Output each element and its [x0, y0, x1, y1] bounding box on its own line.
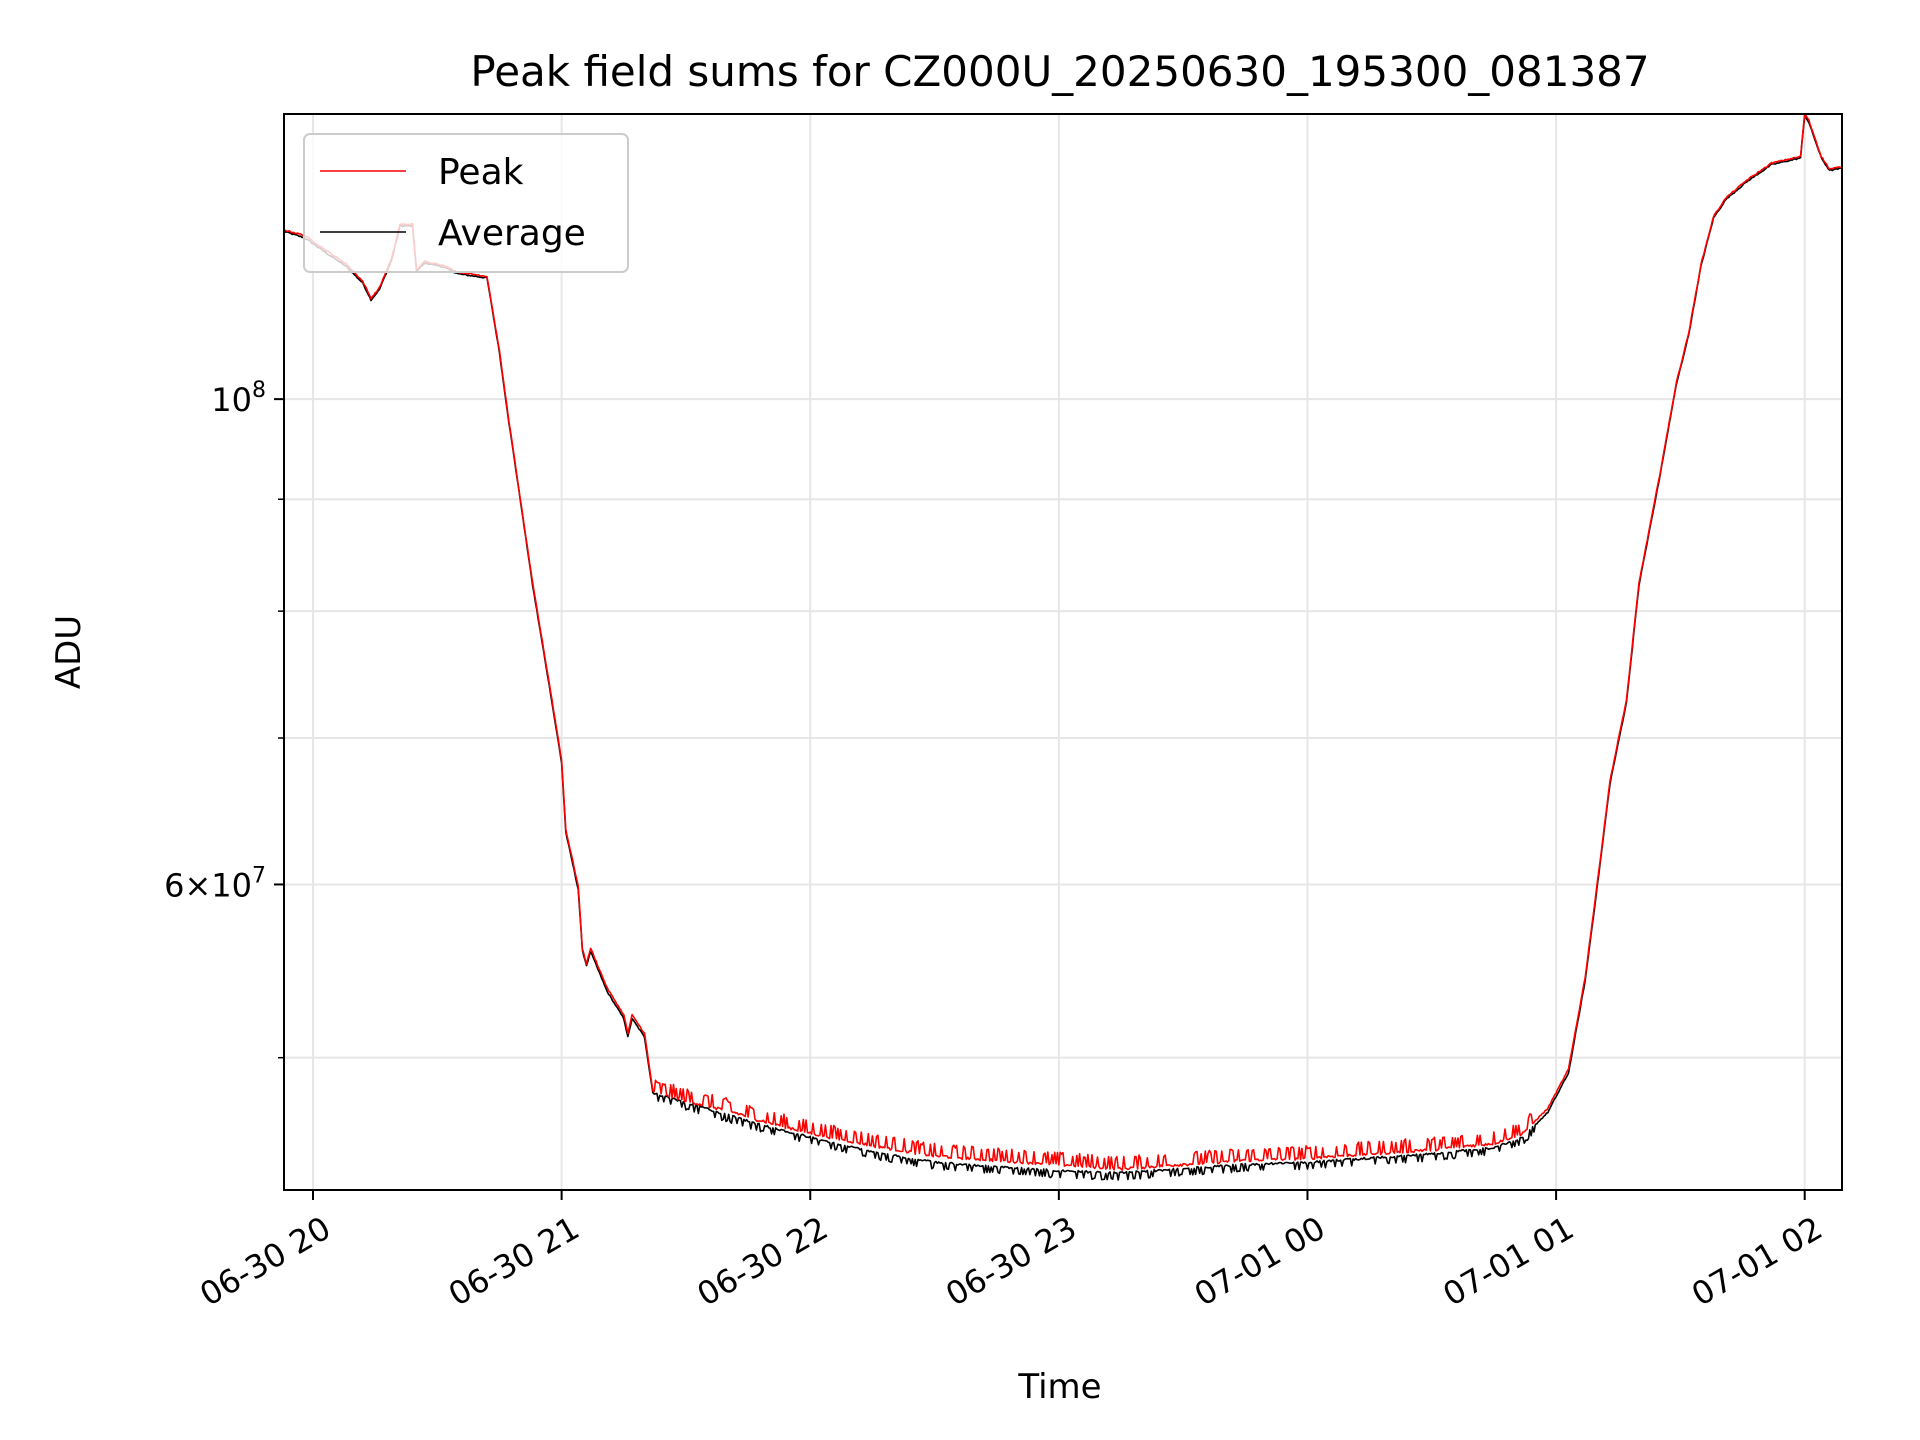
y-tick-exponent: 7: [252, 863, 266, 888]
legend-box: [303, 133, 629, 273]
y-tick-base: 10: [211, 866, 252, 904]
plot-frame: [283, 113, 1843, 1191]
grid: [284, 114, 1842, 1190]
x-axis-label: Time: [1017, 1367, 1101, 1407]
y-tick-label: 6×107: [164, 863, 266, 904]
y-axis-label: ADU: [49, 615, 89, 689]
series-layer: [284, 114, 1842, 1181]
series-line-peak: [284, 114, 1842, 1171]
y-tick-base: 10: [211, 381, 252, 419]
legend: Peak Average: [303, 133, 629, 273]
legend-label-average: Average: [438, 213, 586, 254]
y-tick-label: 108: [211, 378, 266, 419]
y-tick-times: ×: [184, 866, 211, 904]
y-tick-mantissa: 6: [164, 866, 184, 904]
y-tick-exponent: 8: [252, 378, 266, 403]
legend-label-peak: Peak: [438, 152, 524, 193]
chart-title: Peak field sums for CZ000U_20250630_1953…: [470, 47, 1649, 96]
